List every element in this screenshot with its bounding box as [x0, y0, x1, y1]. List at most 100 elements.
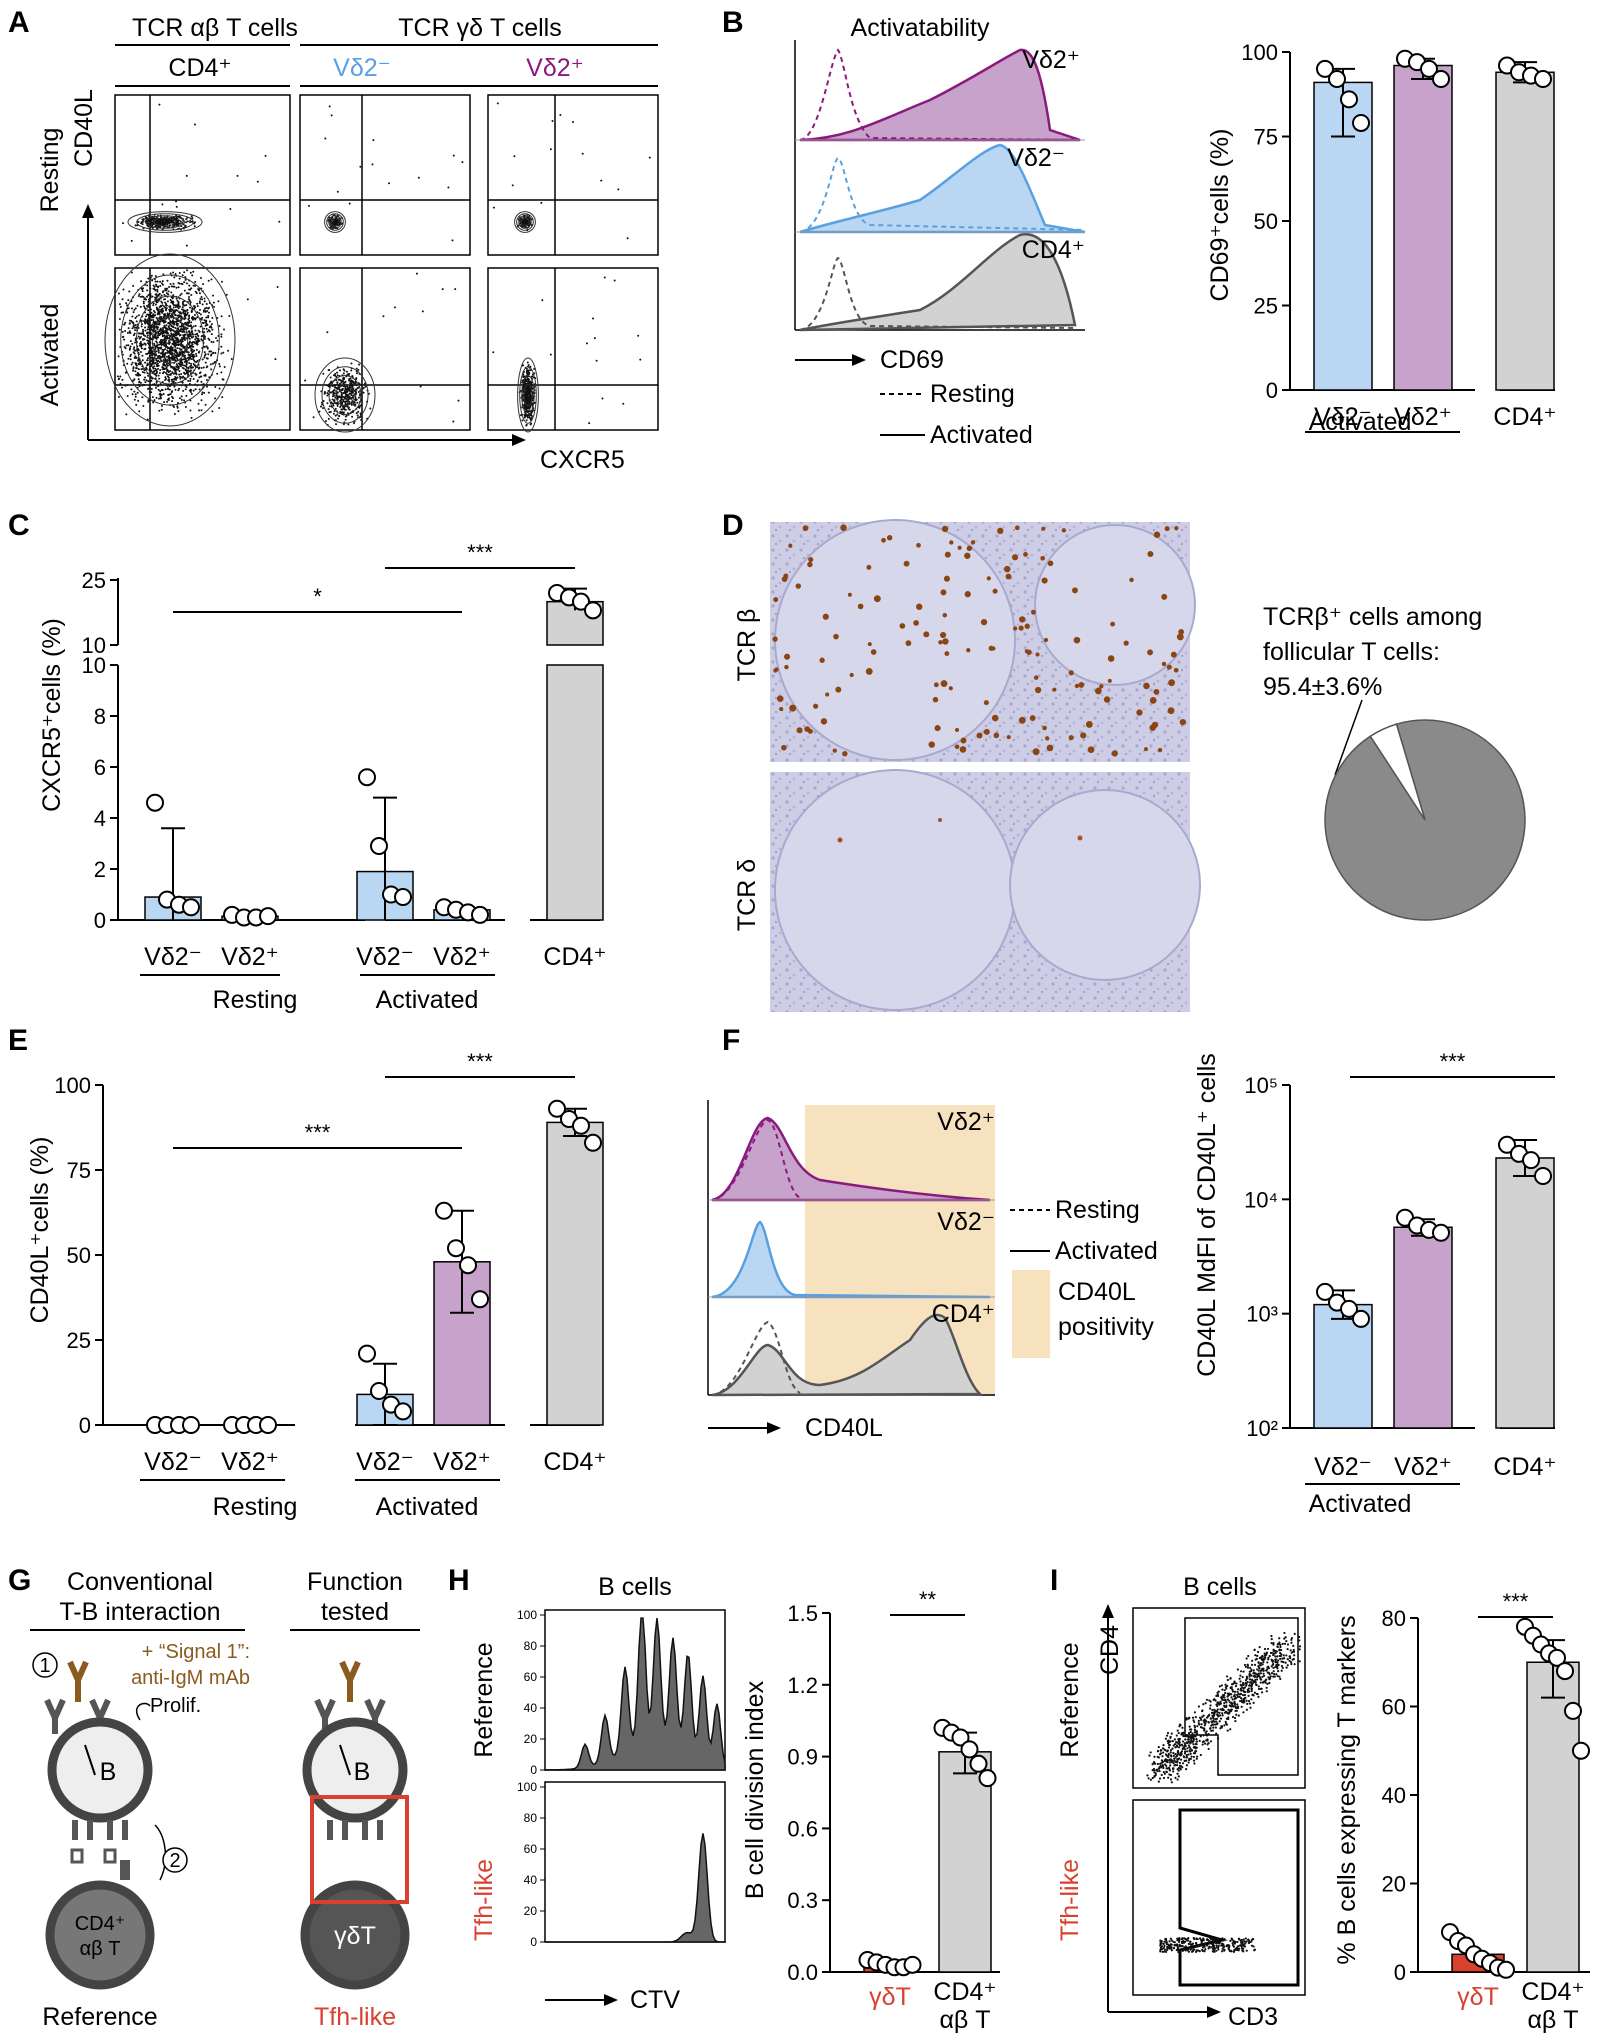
flow-event: [1165, 1770, 1168, 1773]
flow-event: [145, 315, 148, 318]
ihc-positive-cell: [1157, 747, 1163, 753]
data-point: [1432, 1223, 1450, 1242]
flow-plot-frame: [487, 94, 659, 256]
flow-event: [177, 341, 180, 344]
g-title-1a: Conventional: [67, 1568, 213, 1596]
flow-event: [190, 352, 193, 355]
flow-event: [154, 283, 157, 286]
flow-event: [529, 390, 532, 393]
flow-event: [174, 336, 177, 339]
ihc-positive-cell: [807, 728, 813, 734]
flow-event: [1205, 1698, 1209, 1701]
flow-event: [332, 412, 335, 415]
flow-event: [154, 367, 157, 370]
flow-event: [147, 314, 150, 317]
flow-event: [127, 327, 130, 330]
flow-event: [327, 384, 330, 387]
flow-event: [198, 312, 201, 315]
flow-event: [162, 350, 165, 353]
flow-event: [1272, 1666, 1275, 1669]
flow-event: [162, 273, 165, 276]
flow-event: [1244, 1690, 1247, 1694]
flow-event: [349, 392, 352, 395]
flow-event: [154, 293, 157, 296]
flow-event: [1292, 1644, 1295, 1647]
flow-event: [142, 337, 145, 340]
flow-event: [1220, 1944, 1223, 1947]
flow-event: [1153, 1771, 1156, 1774]
flow-event: [183, 304, 186, 307]
flow-event: [155, 350, 158, 353]
flow-event: [533, 367, 536, 370]
flow-event: [1265, 1651, 1269, 1654]
flow-event: [137, 399, 140, 402]
flow-event: [1265, 1669, 1268, 1672]
ihc-positive-cell: [949, 540, 954, 545]
ihc-positive-cell: [983, 728, 990, 735]
flow-event: [1172, 1754, 1175, 1757]
flow-event: [169, 370, 172, 373]
flow-event: [166, 375, 169, 378]
flow-event: [153, 383, 156, 386]
flow-event: [1208, 1941, 1211, 1944]
flow-event: [521, 419, 524, 422]
flow-event: [159, 280, 162, 283]
flow-event: [348, 395, 351, 398]
flow-event: [1170, 1755, 1173, 1758]
data-point: [471, 905, 489, 924]
flow-event: [176, 402, 179, 405]
ihc-positive-cell: [944, 551, 951, 558]
flow-event: [173, 353, 176, 356]
flow-event: [141, 354, 144, 357]
a-cd40l-axis: CD40L: [70, 89, 98, 167]
ihc-positive-cell: [1004, 565, 1011, 573]
ihc-positive-cell: [833, 633, 839, 640]
flow-event: [1179, 1751, 1182, 1754]
flow-event: [1245, 1949, 1248, 1952]
flow-event: [186, 269, 189, 272]
flow-event: [1201, 1709, 1204, 1712]
flow-event: [135, 326, 138, 329]
flow-event: [199, 297, 202, 300]
ihc-positive-cell: [1147, 550, 1154, 557]
flow-event: [360, 418, 363, 421]
flow-event: [1278, 1641, 1281, 1644]
flow-event: [166, 312, 169, 315]
flow-event: [1231, 1698, 1234, 1701]
flow-event: [1179, 1944, 1182, 1948]
flow-event: [617, 188, 620, 191]
g-title-2a: Function: [307, 1568, 403, 1596]
flow-event: [218, 387, 221, 390]
flow-event: [1180, 1941, 1184, 1945]
flow-event: [333, 223, 336, 226]
flow-event: [169, 349, 172, 352]
panel-h-letter: H: [448, 1564, 470, 1597]
d-tcrd-label: TCR δ: [733, 859, 761, 931]
flow-event: [186, 356, 189, 359]
flow-event: [1191, 1733, 1195, 1737]
flow-event: [203, 346, 206, 349]
contour: [518, 215, 532, 229]
flow-event: [137, 368, 140, 371]
flow-event: [167, 346, 170, 349]
flow-event: [199, 375, 202, 378]
flow-event: [331, 395, 334, 398]
flow-event: [210, 350, 213, 353]
panel-d-letter: D: [722, 509, 744, 542]
flow-event: [1231, 1944, 1235, 1947]
flow-event: [1210, 1729, 1213, 1732]
flow-event: [1168, 1743, 1171, 1747]
flow-event: [139, 295, 142, 298]
flow-event: [175, 297, 178, 300]
contour: [136, 213, 194, 231]
flow-event: [1264, 1679, 1267, 1682]
flow-event: [1257, 1685, 1260, 1688]
flow-event: [1194, 1750, 1197, 1753]
data-point: [1352, 1309, 1370, 1328]
flow-event: [1240, 1947, 1244, 1950]
ihc-positive-cell: [1170, 651, 1177, 658]
flow-event: [1226, 1729, 1229, 1732]
flow-event: [127, 344, 130, 347]
flow-event: [1162, 1771, 1165, 1774]
flow-event: [164, 342, 167, 345]
